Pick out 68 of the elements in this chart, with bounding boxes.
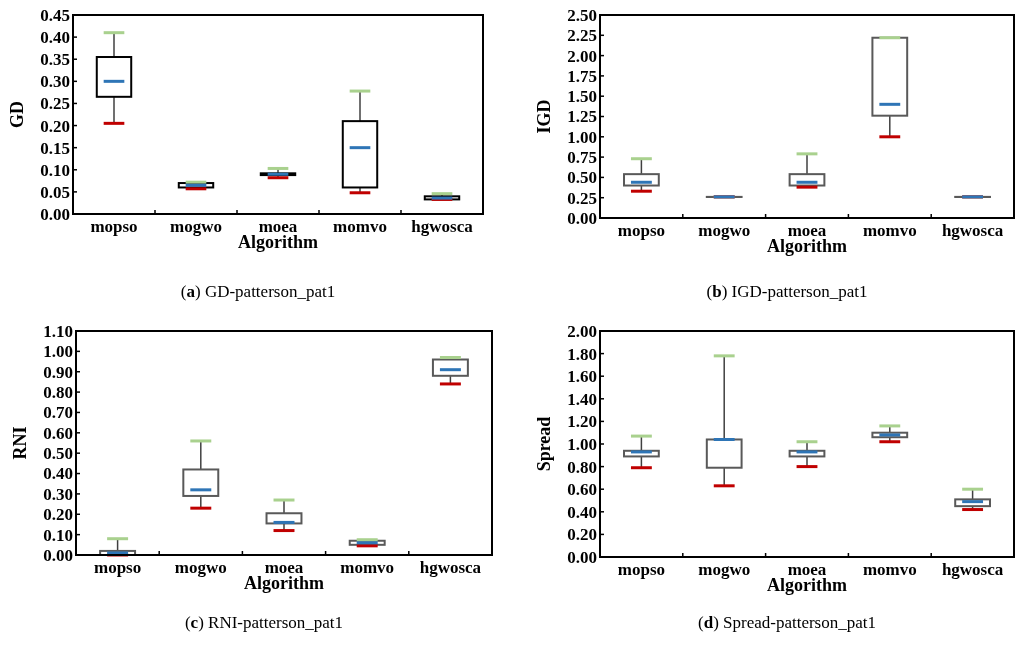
y-tick-label: 0.15	[40, 138, 70, 158]
x-tick-label: mogwo	[698, 560, 751, 579]
y-tick-label: 2.25	[567, 26, 597, 46]
x-tick-label: momvo	[862, 560, 917, 579]
x-tick-label: hgwosca	[419, 558, 482, 577]
y-tick-label: 0.45	[40, 5, 70, 25]
y-tick-label: 0.10	[40, 160, 70, 180]
y-tick-label: 0.50	[567, 168, 597, 188]
x-tick-label: mogwo	[698, 221, 751, 240]
y-tick-label: 0.40	[43, 464, 73, 484]
y-tick-label: 1.50	[567, 87, 597, 107]
y-tick-label: 0.30	[43, 484, 73, 504]
y-tick-label: 0.35	[40, 50, 70, 70]
y-axis-title: Spread	[534, 416, 554, 472]
y-tick-label: 0.30	[40, 72, 70, 92]
y-axis-title: RNI	[10, 426, 30, 460]
y-axis-title: GD	[7, 101, 27, 128]
y-tick-label: 1.00	[43, 342, 73, 362]
y-tick-label: 0.50	[43, 444, 73, 464]
y-tick-label: 0.60	[43, 423, 73, 443]
y-tick-label: 0.80	[43, 383, 73, 403]
y-tick-label: 1.20	[567, 412, 597, 432]
y-tick-label: 0.40	[40, 28, 70, 48]
text: (c) RNI-patterson_pat1	[184, 613, 344, 632]
y-tick-label: 0.00	[567, 208, 597, 228]
y-tick-label: 2.00	[567, 321, 597, 341]
y-tick-label: 0.90	[43, 362, 73, 382]
text: (b) IGD-patterson_pat1	[706, 282, 868, 301]
y-tick-label: 0.25	[567, 188, 597, 208]
x-tick-label: momvo	[333, 217, 387, 236]
x-tick-label: mopso	[617, 560, 666, 579]
y-tick-label: 0.60	[567, 480, 597, 500]
y-tick-label: 1.00	[567, 434, 597, 454]
y-tick-label: 2.00	[567, 46, 597, 66]
y-tick-label: 1.80	[567, 344, 597, 364]
x-tick-label: hgwosca	[411, 217, 474, 236]
x-tick-label: momvo	[340, 558, 395, 577]
y-tick-label: 0.05	[40, 182, 70, 202]
x-tick-label: hgwosca	[941, 221, 1004, 240]
y-tick-label: 1.60	[567, 367, 597, 387]
y-tick-label: 1.75	[567, 66, 597, 86]
x-tick-label: momvo	[862, 221, 917, 240]
y-tick-label: 1.25	[567, 107, 597, 127]
x-tick-label: mogwo	[174, 558, 227, 577]
text: (a) GD-patterson_pat1	[180, 282, 336, 301]
y-tick-label: 2.50	[567, 5, 597, 25]
y-tick-label: 0.25	[40, 94, 70, 114]
y-tick-label: 0.40	[567, 502, 597, 522]
y-tick-label: 1.00	[567, 127, 597, 147]
y-tick-label: 0.70	[43, 403, 73, 423]
y-tick-label: 0.10	[43, 525, 73, 545]
y-tick-label: 0.75	[567, 148, 597, 168]
text: (d) Spread-patterson_pat1	[697, 613, 877, 632]
y-tick-label: 0.00	[43, 545, 73, 565]
y-tick-label: 0.80	[567, 457, 597, 477]
x-tick-label: mopso	[90, 217, 138, 236]
x-tick-label: mogwo	[170, 217, 222, 236]
y-tick-label: 0.20	[40, 116, 70, 136]
y-tick-label: 1.40	[567, 389, 597, 409]
y-tick-label: 0.00	[40, 204, 70, 224]
y-tick-label: 0.20	[567, 525, 597, 545]
y-tick-label: 0.20	[43, 505, 73, 525]
x-tick-label: mopso	[93, 558, 142, 577]
x-tick-label: mopso	[617, 221, 666, 240]
y-tick-label: 1.10	[43, 321, 73, 341]
y-axis-title: IGD	[534, 99, 554, 134]
x-tick-label: hgwosca	[941, 560, 1004, 579]
y-tick-label: 0.00	[567, 547, 597, 567]
